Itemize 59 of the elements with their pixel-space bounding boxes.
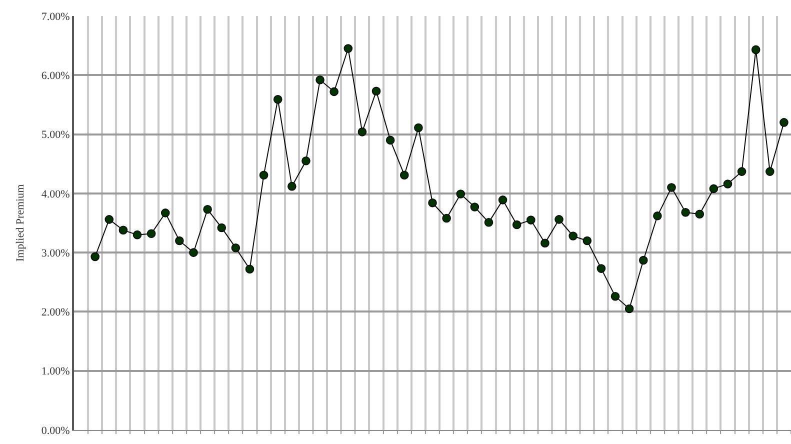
y-axis-title: Implied Premium <box>14 184 27 262</box>
point <box>582 236 592 246</box>
point <box>231 243 240 252</box>
point <box>259 170 268 180</box>
point <box>540 238 550 248</box>
point <box>273 94 282 104</box>
point <box>780 118 788 127</box>
point <box>610 292 620 301</box>
point <box>104 215 114 224</box>
point <box>330 87 338 96</box>
point <box>484 218 494 227</box>
point <box>132 230 142 240</box>
point <box>414 123 423 132</box>
point <box>288 182 296 191</box>
point <box>400 170 409 180</box>
point <box>667 183 676 192</box>
point <box>160 208 170 218</box>
y-tick-label: 3.00% <box>41 247 70 260</box>
y-tick-label: 5.00% <box>41 129 70 142</box>
point <box>217 223 226 232</box>
y-tick-label: 2.00% <box>41 306 70 319</box>
point <box>428 198 437 208</box>
point <box>512 220 522 230</box>
point <box>344 44 353 53</box>
point <box>568 232 578 240</box>
y-tick-label: 7.00% <box>41 10 70 23</box>
point <box>737 167 746 176</box>
point <box>90 252 100 262</box>
point <box>653 212 662 220</box>
point <box>709 184 718 194</box>
y-tick-label: 1.00% <box>41 366 70 378</box>
point <box>442 214 451 223</box>
point <box>456 190 466 198</box>
point <box>723 180 732 188</box>
point <box>189 248 198 257</box>
point <box>681 208 690 217</box>
point <box>695 210 704 219</box>
point <box>118 226 128 234</box>
point <box>386 136 395 145</box>
point <box>498 196 508 204</box>
point <box>596 264 606 273</box>
point <box>302 156 310 166</box>
point <box>175 236 184 246</box>
point <box>372 86 381 96</box>
point <box>751 45 760 54</box>
point <box>203 205 212 214</box>
point <box>316 75 324 84</box>
point <box>638 256 648 265</box>
point <box>245 264 254 274</box>
point <box>146 229 156 238</box>
point <box>526 216 536 224</box>
y-tick-label: 4.00% <box>41 188 70 200</box>
y-tick-label: 0.00% <box>41 424 70 437</box>
point <box>766 167 774 176</box>
y-tick-label: 6.00% <box>41 70 70 82</box>
point <box>470 202 480 212</box>
point <box>624 304 634 314</box>
point <box>554 215 564 224</box>
point <box>358 128 367 136</box>
